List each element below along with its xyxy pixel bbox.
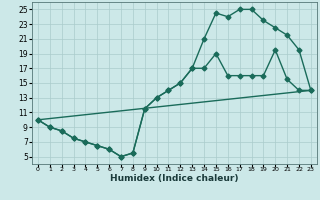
X-axis label: Humidex (Indice chaleur): Humidex (Indice chaleur) [110,174,239,183]
